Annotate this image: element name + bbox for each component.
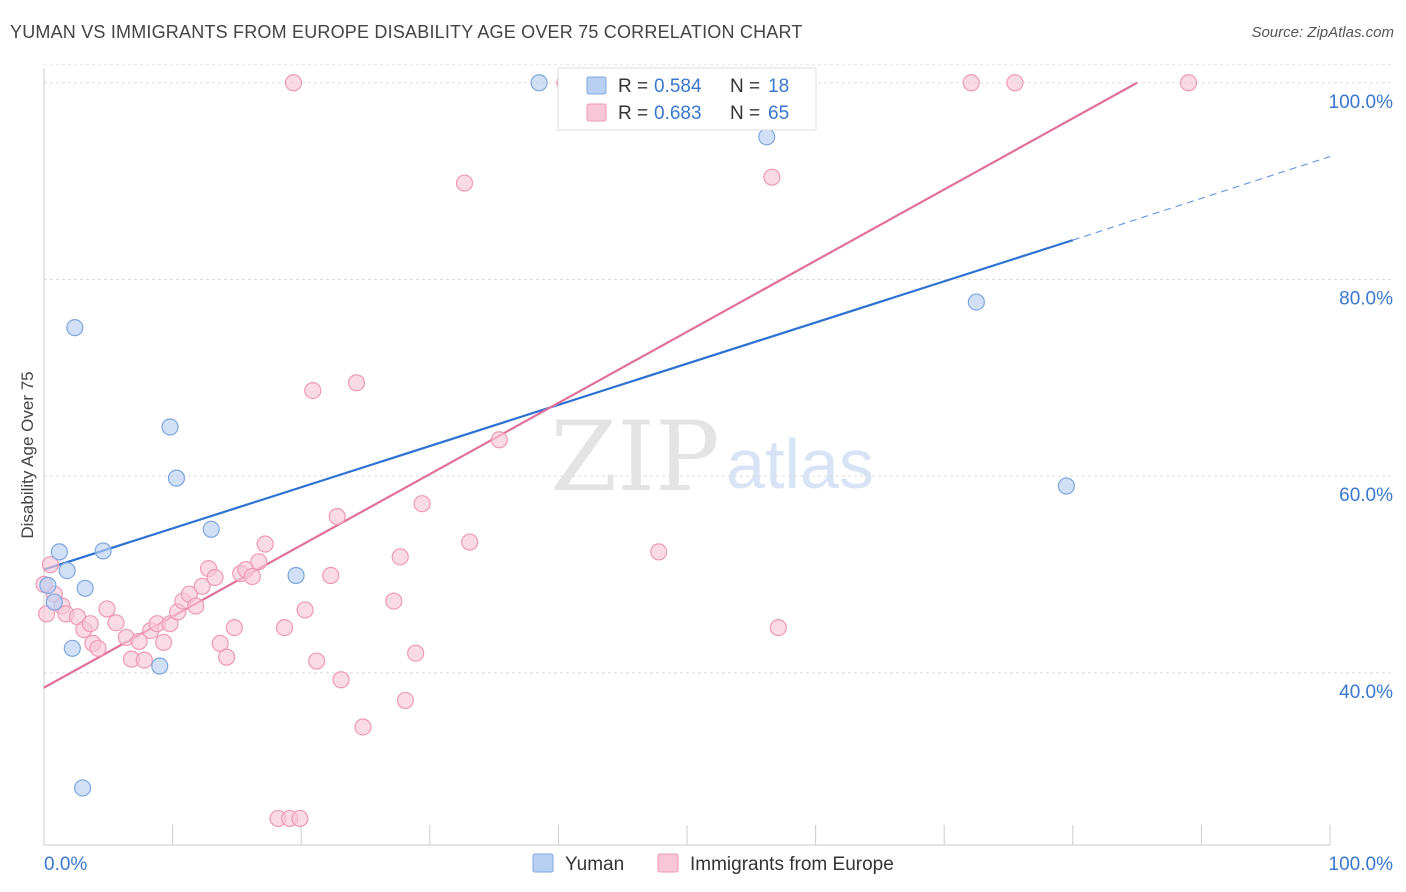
point-yuman <box>1057 477 1075 495</box>
point-europe <box>347 374 366 392</box>
trend-line-yuman <box>43 239 1074 571</box>
point-yuman <box>967 293 985 311</box>
point-europe <box>130 632 148 651</box>
point-yuman <box>151 657 169 675</box>
watermark-atlas: atlas <box>726 425 874 503</box>
point-yuman <box>202 520 220 538</box>
point-europe <box>37 605 56 623</box>
point-yuman <box>758 128 776 146</box>
point-europe <box>135 651 153 669</box>
x-tick-label-min: 0.0% <box>44 854 87 875</box>
bottom-legend-swatch-yuman <box>532 853 554 873</box>
point-yuman <box>63 639 81 657</box>
point-europe <box>206 568 224 587</box>
point-europe <box>161 615 179 633</box>
point-europe <box>225 619 243 637</box>
point-europe <box>354 718 372 736</box>
point-europe <box>385 592 403 610</box>
point-europe <box>769 619 787 637</box>
watermark-zip: ZIP <box>550 401 719 513</box>
point-europe <box>308 652 326 670</box>
point-yuman <box>50 543 69 561</box>
point-europe <box>455 174 474 192</box>
x-tick-label-max: 100.0% <box>1329 854 1394 875</box>
trend-line-europe <box>43 81 1138 689</box>
point-yuman <box>58 561 76 580</box>
point-europe <box>413 495 431 513</box>
point-yuman <box>76 579 94 597</box>
legend-n-value-europe: 65 <box>768 103 789 124</box>
point-europe <box>284 74 303 92</box>
point-europe <box>211 634 229 652</box>
point-europe <box>461 533 479 551</box>
axes: 40.0% 60.0% 80.0% 100.0% <box>43 68 1394 846</box>
point-europe <box>291 809 309 828</box>
point-europe <box>250 553 268 571</box>
point-yuman <box>73 779 92 797</box>
point-europe <box>256 535 274 553</box>
y-tick-label: 60.0% <box>1339 485 1393 506</box>
point-europe <box>81 615 99 633</box>
y-tick-label: 80.0% <box>1339 288 1393 309</box>
point-yuman <box>287 566 305 585</box>
point-europe <box>407 644 425 662</box>
point-europe <box>763 168 781 186</box>
legend-swatch-yuman <box>586 76 607 95</box>
legend-r-value-yuman: 0.584 <box>654 76 702 97</box>
legend-swatch-europe <box>586 103 607 122</box>
point-europe <box>41 556 60 574</box>
bottom-legend: Yuman Immigrants from Europe <box>532 853 894 875</box>
point-europe <box>304 382 322 400</box>
point-europe <box>962 74 980 92</box>
legend-n-label-yuman: N = <box>730 76 760 97</box>
point-europe <box>243 567 261 586</box>
point-europe <box>391 548 409 566</box>
point-europe <box>650 543 668 561</box>
source-label: Source: ZipAtlas.com <box>1251 24 1394 41</box>
point-europe <box>187 597 205 615</box>
point-europe <box>296 601 314 619</box>
y-tick-label: 100.0% <box>1329 92 1394 113</box>
point-europe <box>332 671 350 689</box>
point-europe <box>328 507 346 526</box>
point-yuman <box>530 74 548 92</box>
legend-n-value-yuman: 18 <box>768 76 789 97</box>
point-yuman <box>45 593 63 611</box>
point-europe <box>275 619 294 637</box>
y-tick-label: 40.0% <box>1339 682 1393 703</box>
point-europe <box>218 648 236 666</box>
chart-title: YUMAN VS IMMIGRANTS FROM EUROPE DISABILI… <box>10 22 803 42</box>
trend-lines <box>43 81 1331 689</box>
grid-lines <box>44 64 1393 674</box>
point-yuman <box>161 418 179 436</box>
point-yuman <box>39 576 57 594</box>
point-yuman <box>167 469 186 487</box>
point-europe <box>322 566 340 585</box>
point-europe <box>98 600 116 618</box>
bottom-legend-swatch-europe <box>657 853 679 873</box>
bottom-legend-europe: Immigrants from Europe <box>690 854 894 875</box>
bottom-legend-yuman: Yuman <box>565 854 624 875</box>
legend-r-label-europe: R = <box>618 103 648 124</box>
point-europe <box>107 614 125 632</box>
point-europe <box>490 431 508 449</box>
point-europe <box>89 639 107 657</box>
legend-box: R = 0.584 N = 18 R = 0.683 N = 65 <box>557 67 817 131</box>
legend-n-label-europe: N = <box>730 103 760 124</box>
trend-line-yuman-extension <box>1072 155 1331 241</box>
point-europe <box>1179 74 1198 92</box>
point-europe <box>1006 74 1024 92</box>
legend-r-value-europe: 0.683 <box>654 103 702 124</box>
point-yuman <box>94 542 112 560</box>
point-europe <box>154 633 173 651</box>
point-europe <box>193 577 211 595</box>
legend-r-label-yuman: R = <box>618 76 648 97</box>
point-europe <box>396 691 414 710</box>
point-yuman <box>66 319 84 337</box>
